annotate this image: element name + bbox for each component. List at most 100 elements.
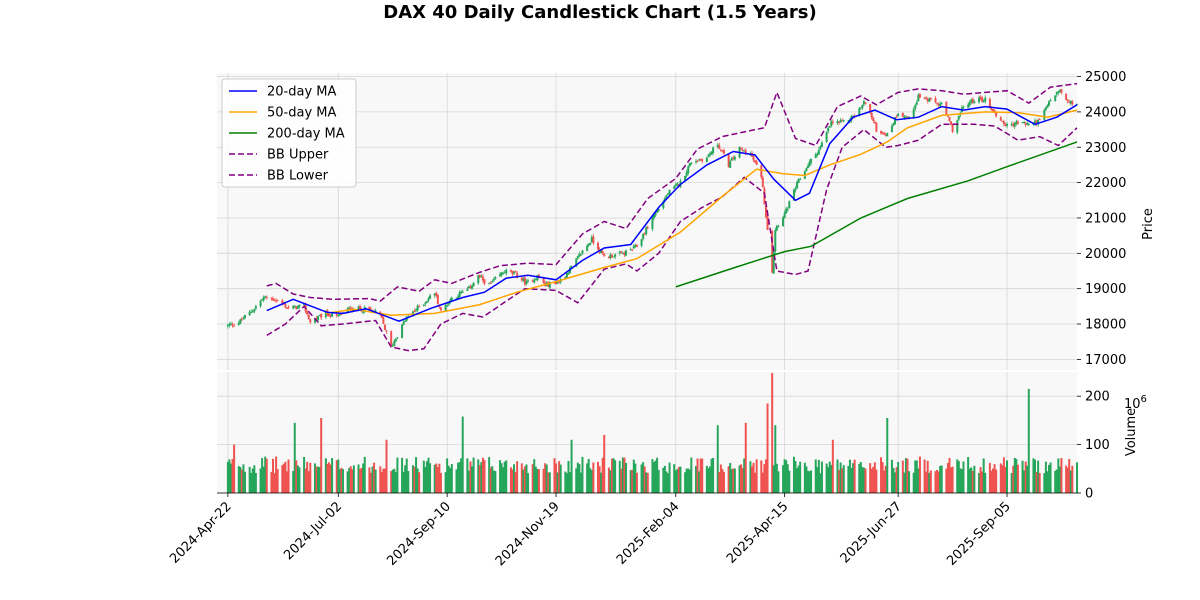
volume-bar bbox=[934, 471, 937, 493]
volume-bar bbox=[567, 460, 570, 493]
volume-bar bbox=[684, 472, 687, 493]
candle-body bbox=[1037, 119, 1040, 125]
volume-bar bbox=[478, 464, 481, 493]
volume-bar bbox=[771, 372, 774, 493]
volume-bar bbox=[752, 462, 755, 493]
volume-bar bbox=[749, 461, 752, 493]
candle-body bbox=[600, 250, 603, 254]
candle-body bbox=[729, 161, 732, 168]
candle-body bbox=[984, 97, 987, 102]
volume-bar bbox=[494, 471, 497, 493]
volume-bar bbox=[873, 462, 876, 493]
legend-label-ma20: 20-day MA bbox=[267, 85, 336, 100]
candle-body bbox=[471, 285, 474, 289]
volume-bar bbox=[233, 444, 236, 493]
volume-bar bbox=[937, 471, 940, 493]
candle-body bbox=[254, 306, 257, 309]
candle-body bbox=[685, 172, 688, 176]
candle-body bbox=[436, 294, 439, 305]
volume-bar bbox=[926, 460, 929, 493]
candle-body bbox=[859, 107, 862, 109]
volume-bar bbox=[936, 470, 939, 493]
volume-bar bbox=[836, 459, 839, 493]
candle-body bbox=[611, 255, 614, 258]
candle-body bbox=[327, 314, 330, 317]
candle-body bbox=[522, 278, 525, 281]
volume-bar bbox=[869, 463, 872, 493]
volume-bar bbox=[990, 470, 993, 493]
candle-body bbox=[707, 155, 710, 157]
candle-body bbox=[690, 162, 693, 164]
volume-bar bbox=[371, 466, 374, 493]
candle-body bbox=[925, 97, 928, 99]
candle-body bbox=[429, 295, 432, 299]
candle-body bbox=[788, 201, 791, 209]
volume-bar bbox=[359, 468, 362, 493]
volume-bar bbox=[337, 459, 340, 493]
volume-bar bbox=[391, 469, 394, 493]
candle-body bbox=[869, 104, 872, 113]
volume-bar bbox=[575, 468, 578, 493]
volume-bar bbox=[590, 470, 593, 493]
volume-bar bbox=[825, 463, 828, 493]
candle-body bbox=[275, 300, 278, 302]
candle-body bbox=[654, 212, 657, 216]
ma200-line bbox=[675, 141, 1078, 288]
candle-body bbox=[514, 271, 517, 273]
candle-body bbox=[261, 299, 264, 301]
volume-bar bbox=[957, 461, 960, 493]
volume-bar bbox=[548, 472, 551, 493]
volume-bar bbox=[275, 456, 278, 493]
candle-body bbox=[317, 315, 320, 321]
volume-bar bbox=[685, 468, 688, 493]
volume-bar bbox=[348, 467, 351, 493]
candle-body bbox=[1013, 123, 1016, 127]
volume-bar bbox=[666, 473, 669, 493]
candle-body bbox=[385, 330, 388, 332]
volume-bar bbox=[1057, 458, 1060, 493]
candle-body bbox=[957, 115, 960, 120]
volume-bar bbox=[940, 465, 943, 493]
volume-bar bbox=[982, 458, 985, 493]
candle-body bbox=[382, 317, 385, 324]
candle-body bbox=[864, 102, 867, 104]
candle-body bbox=[579, 254, 582, 256]
volume-bar bbox=[838, 470, 841, 493]
candle-body bbox=[912, 109, 915, 118]
candle-body bbox=[621, 253, 624, 255]
volume-bar bbox=[1048, 464, 1051, 493]
candle-body bbox=[634, 244, 637, 247]
candle-body bbox=[422, 304, 425, 307]
candle-body bbox=[348, 307, 351, 309]
volume-bar bbox=[295, 460, 298, 493]
volume-bar bbox=[331, 458, 334, 493]
volume-bar bbox=[847, 465, 850, 493]
candle-body bbox=[657, 208, 660, 211]
candle-body bbox=[764, 205, 767, 217]
candle-body bbox=[466, 288, 469, 291]
volume-bar bbox=[418, 472, 421, 493]
volume-bar bbox=[831, 439, 834, 493]
volume-bar bbox=[783, 459, 786, 493]
volume-bar bbox=[471, 466, 474, 493]
candle-body bbox=[1044, 107, 1047, 111]
volume-bar bbox=[379, 466, 382, 493]
candle-body bbox=[1055, 92, 1058, 95]
volume-bar bbox=[721, 469, 724, 493]
volume-bar bbox=[536, 469, 539, 493]
volume-bar bbox=[382, 468, 385, 493]
volume-bar bbox=[886, 417, 889, 493]
candle-body bbox=[990, 106, 993, 111]
candle-body bbox=[494, 277, 497, 279]
candle-body bbox=[265, 296, 268, 299]
candle-body bbox=[716, 144, 719, 147]
candle-body bbox=[978, 97, 981, 103]
volume-bar bbox=[327, 462, 330, 493]
candle-body bbox=[806, 165, 809, 168]
candle-body bbox=[880, 131, 883, 134]
candle-body bbox=[687, 166, 690, 174]
volume-bar bbox=[880, 457, 883, 493]
volume-bar bbox=[631, 469, 634, 493]
candle-body bbox=[810, 158, 813, 163]
candle-body bbox=[1054, 95, 1057, 101]
